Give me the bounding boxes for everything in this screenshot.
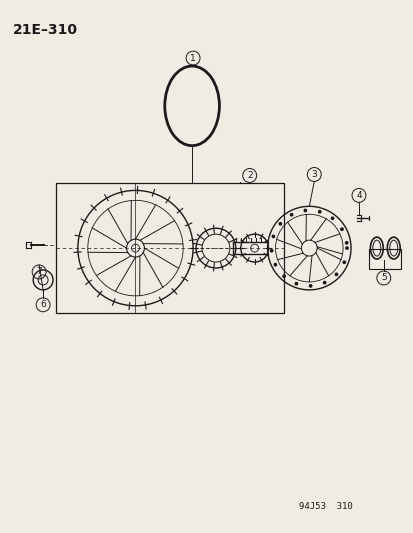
- Text: 5: 5: [380, 273, 386, 282]
- Circle shape: [304, 209, 306, 212]
- Text: 3: 3: [311, 170, 316, 179]
- Circle shape: [335, 273, 337, 276]
- Circle shape: [309, 285, 311, 287]
- Circle shape: [290, 214, 292, 216]
- Text: 1: 1: [190, 54, 195, 62]
- Text: 21E–310: 21E–310: [13, 23, 78, 37]
- Text: 2: 2: [246, 171, 252, 180]
- Text: 94J53  310: 94J53 310: [299, 502, 352, 511]
- Circle shape: [270, 249, 272, 252]
- Circle shape: [342, 261, 345, 263]
- Bar: [368, 249, 400, 269]
- Text: 7: 7: [36, 268, 42, 277]
- Circle shape: [345, 247, 347, 249]
- Circle shape: [323, 281, 325, 284]
- Circle shape: [345, 241, 347, 244]
- Circle shape: [340, 228, 342, 230]
- Text: 4: 4: [355, 191, 361, 200]
- Circle shape: [278, 223, 281, 225]
- Bar: [56, 183, 284, 313]
- Circle shape: [273, 263, 276, 266]
- Text: 6: 6: [40, 300, 46, 309]
- Circle shape: [318, 211, 320, 213]
- Circle shape: [294, 282, 297, 285]
- Circle shape: [330, 217, 333, 220]
- Circle shape: [272, 235, 274, 238]
- Circle shape: [282, 275, 285, 277]
